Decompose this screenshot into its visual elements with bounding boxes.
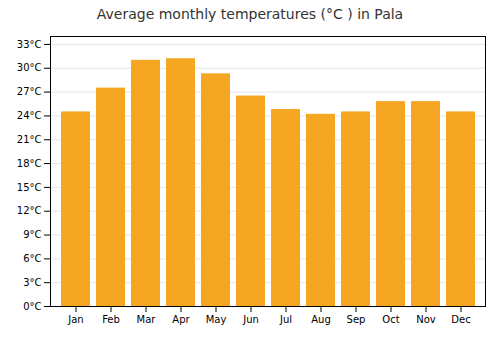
svg-text:21°C: 21°C bbox=[17, 134, 42, 145]
svg-text:27°C: 27°C bbox=[17, 86, 42, 97]
svg-text:Feb: Feb bbox=[102, 314, 120, 325]
svg-text:12°C: 12°C bbox=[17, 205, 42, 216]
svg-text:24°C: 24°C bbox=[17, 110, 42, 121]
html-text:Average monthly temperatures (: Average monthly temperatures (°C ) in Pa… bbox=[96, 6, 404, 22]
svg-text:6°C: 6°C bbox=[23, 253, 41, 264]
svg-text:0°C: 0°C bbox=[23, 301, 41, 312]
svg-text:May: May bbox=[206, 314, 227, 325]
svg-text:Apr: Apr bbox=[172, 314, 190, 325]
svg-text:15°C: 15°C bbox=[17, 182, 42, 193]
svg-text:33°C: 33°C bbox=[17, 39, 42, 50]
svg-text:Mar: Mar bbox=[137, 314, 157, 325]
svg-text:Jan: Jan bbox=[67, 314, 83, 325]
svg-text:Aug: Aug bbox=[311, 314, 331, 325]
svg-text:Sep: Sep bbox=[347, 314, 366, 325]
svg-text:Nov: Nov bbox=[416, 314, 436, 325]
svg-text:3°C: 3°C bbox=[23, 277, 41, 288]
svg-text:Jul: Jul bbox=[279, 314, 292, 325]
svg-text:Dec: Dec bbox=[451, 314, 470, 325]
svg-text:30°C: 30°C bbox=[17, 62, 42, 73]
svg-text:9°C: 9°C bbox=[23, 229, 41, 240]
svg-text:Jun: Jun bbox=[242, 314, 259, 325]
svg-text:Oct: Oct bbox=[382, 314, 399, 325]
svg-text:18°C: 18°C bbox=[17, 158, 42, 169]
